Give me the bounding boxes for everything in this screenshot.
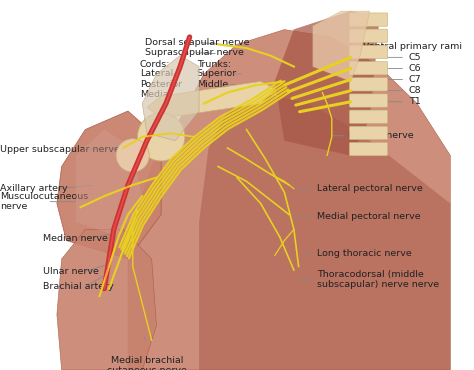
Text: Medial pectoral nerve: Medial pectoral nerve: [317, 212, 420, 221]
Text: Trunks:: Trunks:: [197, 60, 231, 69]
Text: Cords:: Cords:: [140, 60, 170, 69]
Text: Inferior: Inferior: [197, 90, 231, 99]
FancyBboxPatch shape: [349, 29, 388, 43]
Polygon shape: [57, 229, 156, 370]
Polygon shape: [147, 81, 275, 118]
Polygon shape: [76, 130, 142, 237]
Text: Medial brachial
cutaneous nerve: Medial brachial cutaneous nerve: [107, 356, 187, 370]
Text: Lateral: Lateral: [140, 70, 173, 78]
Text: Upper subscapular nerve: Upper subscapular nerve: [0, 145, 120, 154]
Text: Median nerve: Median nerve: [43, 234, 108, 243]
Text: Long thoracic nerve: Long thoracic nerve: [317, 249, 411, 258]
Text: Brachial artery: Brachial artery: [43, 282, 113, 291]
Text: Thoracodorsal (middle
subscapular) nerve nerve: Thoracodorsal (middle subscapular) nerve…: [317, 270, 439, 289]
Text: Suprascapular nerve: Suprascapular nerve: [145, 48, 244, 57]
FancyBboxPatch shape: [349, 142, 388, 156]
Ellipse shape: [137, 113, 185, 161]
Text: Dorsal scapular nerve: Dorsal scapular nerve: [145, 38, 249, 47]
Ellipse shape: [116, 139, 149, 172]
Text: Musculocutaneous
nerve: Musculocutaneous nerve: [0, 192, 89, 211]
Text: Posterior: Posterior: [140, 80, 182, 89]
Polygon shape: [57, 111, 161, 259]
FancyBboxPatch shape: [349, 110, 388, 124]
Text: T1: T1: [409, 97, 420, 106]
FancyBboxPatch shape: [349, 126, 388, 139]
FancyBboxPatch shape: [349, 46, 388, 59]
Text: Lateral pectoral nerve: Lateral pectoral nerve: [317, 184, 422, 193]
Text: Medial: Medial: [140, 90, 171, 99]
Text: Ventral primary rami: Ventral primary rami: [363, 42, 462, 51]
Text: Middle: Middle: [197, 80, 228, 89]
Text: Axillary artery: Axillary artery: [0, 184, 68, 193]
Polygon shape: [142, 56, 199, 141]
Polygon shape: [199, 92, 450, 370]
Text: C6: C6: [409, 64, 421, 73]
FancyBboxPatch shape: [349, 61, 388, 75]
Polygon shape: [313, 11, 370, 81]
Text: C8: C8: [409, 86, 421, 95]
Text: C5: C5: [409, 53, 421, 62]
Text: Ulnar nerve: Ulnar nerve: [43, 268, 99, 276]
FancyBboxPatch shape: [349, 78, 388, 91]
Polygon shape: [275, 11, 379, 155]
Polygon shape: [128, 30, 450, 370]
Text: Superior: Superior: [197, 70, 237, 78]
Text: Phrenic nerve: Phrenic nerve: [348, 131, 414, 140]
FancyBboxPatch shape: [349, 94, 388, 107]
Text: C7: C7: [409, 75, 421, 84]
FancyBboxPatch shape: [349, 13, 388, 26]
